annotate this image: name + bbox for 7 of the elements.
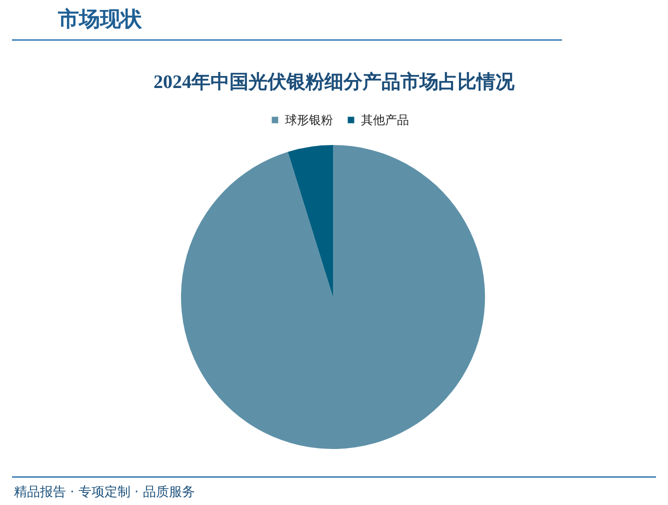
pie-slice	[288, 145, 333, 297]
legend-label: 其他产品	[361, 113, 409, 127]
pie-slice	[181, 145, 485, 449]
legend-label: 球形银粉	[285, 113, 333, 127]
text: 精品报告 · 专项定制 · 品质服务	[14, 485, 195, 500]
text: 市场现状	[57, 7, 143, 31]
chart-title: 2024年中国光伏银粉细分产品市场占比情况	[154, 71, 516, 93]
